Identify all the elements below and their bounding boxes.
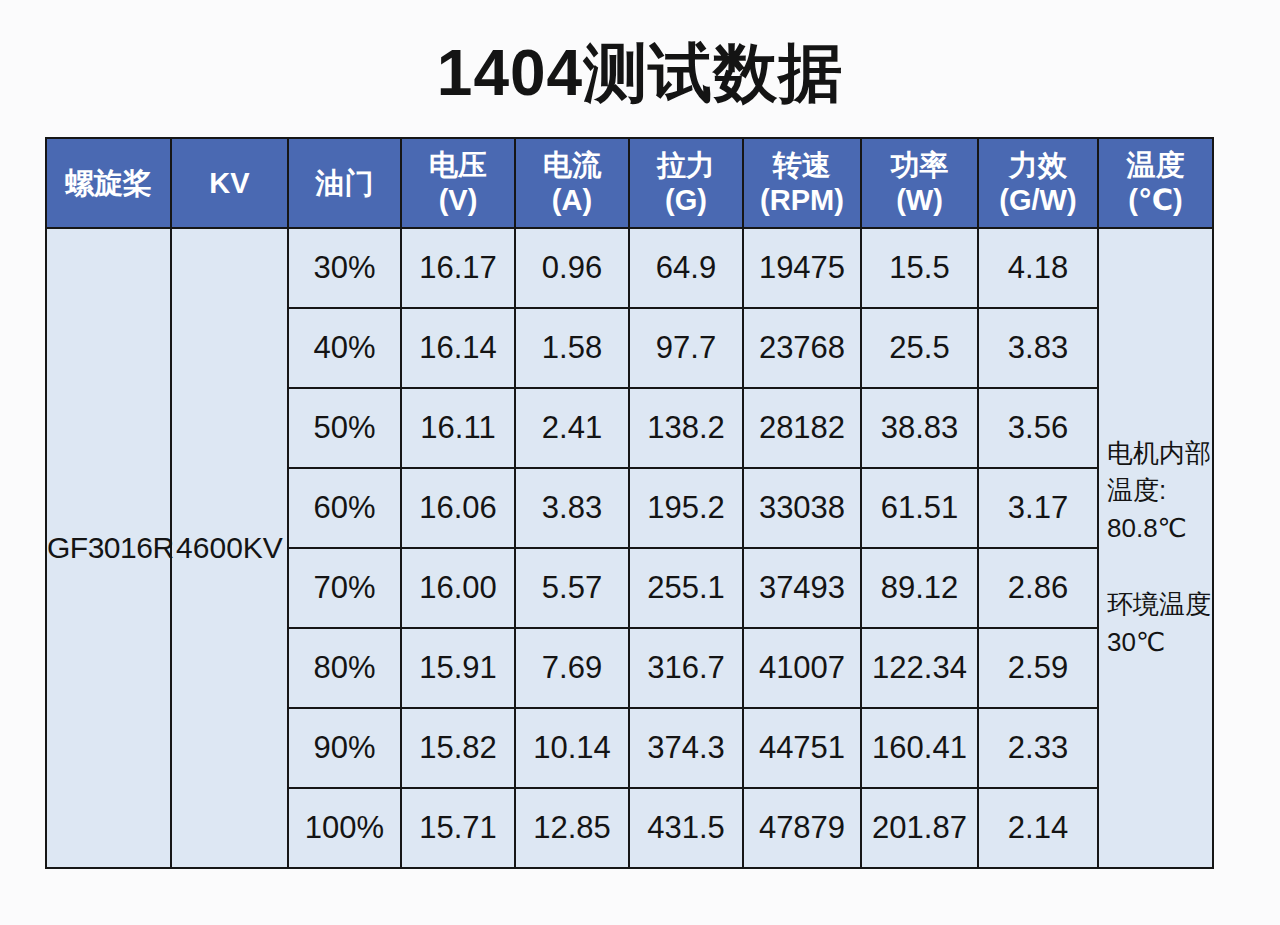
cell-voltage: 16.14 (401, 308, 515, 388)
cell-thrust: 374.3 (629, 708, 743, 788)
cell-voltage: 16.06 (401, 468, 515, 548)
ambient-temperature-note: 环境温度: 30℃ (1107, 586, 1212, 661)
motor-temperature-note: 电机内部 温度: 80.8℃ (1107, 435, 1212, 548)
cell-efficiency: 4.18 (978, 228, 1098, 308)
cell-current: 0.96 (515, 228, 629, 308)
page-title: 1404测试数据 (0, 30, 1280, 117)
cell-thrust: 316.7 (629, 628, 743, 708)
cell-power: 38.83 (861, 388, 978, 468)
cell-power: 160.41 (861, 708, 978, 788)
cell-efficiency: 3.17 (978, 468, 1098, 548)
cell-throttle: 40% (288, 308, 401, 388)
cell-power: 15.5 (861, 228, 978, 308)
cell-power: 89.12 (861, 548, 978, 628)
cell-voltage: 15.71 (401, 788, 515, 868)
page: 1404测试数据 螺旋桨 KV 油门 电压(V) 电流(A) 拉力(G) 转速(… (0, 0, 1280, 925)
cell-voltage: 16.17 (401, 228, 515, 308)
header-current: 电流(A) (515, 138, 629, 228)
header-temperature: 温度(℃) (1098, 138, 1213, 228)
cell-current: 3.83 (515, 468, 629, 548)
cell-efficiency: 2.33 (978, 708, 1098, 788)
cell-voltage: 16.11 (401, 388, 515, 468)
cell-throttle: 30% (288, 228, 401, 308)
cell-rpm: 33038 (743, 468, 861, 548)
cell-rpm: 19475 (743, 228, 861, 308)
cell-voltage: 15.82 (401, 708, 515, 788)
cell-rpm: 23768 (743, 308, 861, 388)
cell-throttle: 60% (288, 468, 401, 548)
cell-voltage: 16.00 (401, 548, 515, 628)
cell-thrust: 138.2 (629, 388, 743, 468)
cell-efficiency: 2.14 (978, 788, 1098, 868)
cell-current: 10.14 (515, 708, 629, 788)
cell-throttle: 50% (288, 388, 401, 468)
cell-voltage: 15.91 (401, 628, 515, 708)
cell-power: 122.34 (861, 628, 978, 708)
cell-rpm: 37493 (743, 548, 861, 628)
cell-thrust: 97.7 (629, 308, 743, 388)
header-row: 螺旋桨 KV 油门 电压(V) 电流(A) 拉力(G) 转速(RPM) 功率(W… (46, 138, 1213, 228)
cell-current: 2.41 (515, 388, 629, 468)
cell-power: 201.87 (861, 788, 978, 868)
cell-current: 12.85 (515, 788, 629, 868)
cell-throttle: 70% (288, 548, 401, 628)
header-voltage: 电压(V) (401, 138, 515, 228)
cell-rpm: 28182 (743, 388, 861, 468)
cell-thrust: 195.2 (629, 468, 743, 548)
cell-current: 5.57 (515, 548, 629, 628)
cell-rpm: 41007 (743, 628, 861, 708)
test-data-table: 螺旋桨 KV 油门 电压(V) 电流(A) 拉力(G) 转速(RPM) 功率(W… (45, 137, 1214, 869)
header-kv: KV (171, 138, 288, 228)
cell-power: 61.51 (861, 468, 978, 548)
cell-power: 25.5 (861, 308, 978, 388)
cell-throttle: 90% (288, 708, 401, 788)
cell-throttle: 80% (288, 628, 401, 708)
cell-efficiency: 3.56 (978, 388, 1098, 468)
cell-current: 1.58 (515, 308, 629, 388)
header-power: 功率(W) (861, 138, 978, 228)
cell-rpm: 44751 (743, 708, 861, 788)
cell-propeller: GF3016R (46, 228, 171, 868)
cell-throttle: 100% (288, 788, 401, 868)
header-rpm: 转速(RPM) (743, 138, 861, 228)
cell-thrust: 255.1 (629, 548, 743, 628)
header-efficiency: 力效(G/W) (978, 138, 1098, 228)
cell-temperature-note: 电机内部 温度: 80.8℃ 环境温度: 30℃ (1098, 228, 1213, 868)
cell-kv: 4600KV (171, 228, 288, 868)
cell-thrust: 431.5 (629, 788, 743, 868)
header-propeller: 螺旋桨 (46, 138, 171, 228)
header-throttle: 油门 (288, 138, 401, 228)
table-row: GF3016R 4600KV 30% 16.17 0.96 64.9 19475… (46, 228, 1213, 308)
cell-rpm: 47879 (743, 788, 861, 868)
cell-efficiency: 2.59 (978, 628, 1098, 708)
cell-efficiency: 3.83 (978, 308, 1098, 388)
cell-efficiency: 2.86 (978, 548, 1098, 628)
header-thrust: 拉力(G) (629, 138, 743, 228)
cell-current: 7.69 (515, 628, 629, 708)
cell-thrust: 64.9 (629, 228, 743, 308)
